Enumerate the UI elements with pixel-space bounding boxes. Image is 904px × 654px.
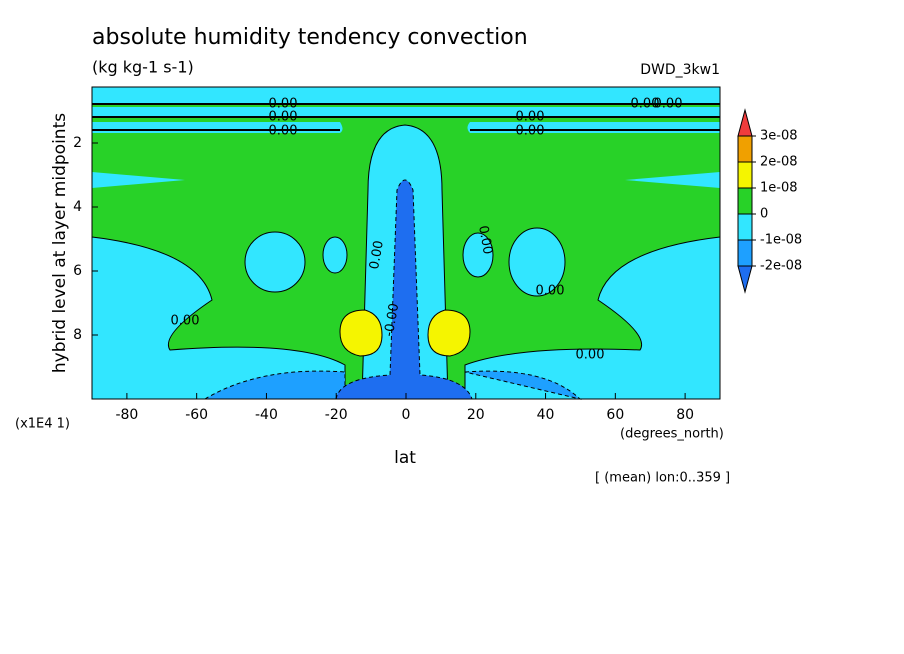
- region: [464, 236, 721, 400]
- x-tick-label: -80: [115, 407, 138, 423]
- y-tick-label: 4: [73, 199, 82, 215]
- colorbar-cap: [737, 265, 753, 294]
- x-units: (degrees_north): [620, 427, 724, 442]
- region: [508, 227, 566, 297]
- y-tick-label: 2: [73, 135, 82, 151]
- region: [92, 87, 720, 104]
- colorbar-cap: [737, 108, 753, 137]
- contour-label: 0.00: [367, 239, 387, 270]
- y-tick-label: 8: [73, 327, 82, 343]
- contour-label: 0.00: [269, 124, 298, 139]
- colorbar-label: 2e-08: [760, 155, 798, 170]
- colorbar-box: [737, 135, 753, 163]
- contour-label: 0.00: [516, 124, 545, 139]
- region: [322, 236, 348, 274]
- contour-label: 0.00: [516, 110, 545, 125]
- contour-label: 0.00: [576, 348, 605, 363]
- region: [462, 232, 494, 278]
- contour-label: 0.00: [536, 284, 565, 299]
- y-axis-label: hybrid level at layer midpoints: [50, 113, 70, 373]
- region: [339, 309, 471, 357]
- x-axis-label: lat: [394, 448, 416, 468]
- contour-label: 0.00: [631, 97, 660, 112]
- chart-title: absolute humidity tendency convection: [92, 25, 528, 50]
- x-tick-label: -20: [325, 407, 348, 423]
- y-scale-note: (x1E4 1): [15, 417, 70, 432]
- colorbar-box: [737, 161, 753, 189]
- colorbar-label: 1e-08: [760, 181, 798, 196]
- region: [335, 179, 473, 400]
- contour-line: [92, 103, 720, 131]
- contour-label: -0.00: [382, 302, 403, 338]
- contour-field: [91, 86, 721, 400]
- contour-label: 0.00: [654, 97, 683, 112]
- x-tick-label: 0: [402, 407, 411, 423]
- region: [91, 236, 346, 400]
- colorbar-label: 0: [760, 207, 768, 222]
- x-tick-label: 40: [537, 407, 555, 423]
- contour-label: 0.00: [475, 224, 495, 255]
- x-tick-label: 80: [676, 407, 694, 423]
- region: [92, 107, 720, 116]
- x-tick-label: 60: [606, 407, 624, 423]
- region: [203, 370, 582, 400]
- experiment: DWD_3kw1: [640, 62, 720, 78]
- contour-label: 0.00: [171, 314, 200, 329]
- x-tick-label: -60: [185, 407, 208, 423]
- colorbar-box: [737, 213, 753, 241]
- colorbar-label: 3e-08: [760, 129, 798, 144]
- x-tick-label: 20: [467, 407, 485, 423]
- subtitle: (kg kg-1 s-1): [92, 58, 194, 77]
- colorbar-label: -1e-08: [760, 233, 802, 248]
- colorbar-label: -2e-08: [760, 259, 802, 274]
- contour-label: 0.00: [269, 97, 298, 112]
- footnote: [ (mean) lon:0..359 ]: [595, 471, 730, 486]
- colorbar-box: [737, 239, 753, 267]
- region: [244, 231, 306, 293]
- colorbar-box: [737, 187, 753, 215]
- x-tick-label: -40: [255, 407, 278, 423]
- y-tick-label: 6: [73, 263, 82, 279]
- contour-label: 0.00: [269, 110, 298, 125]
